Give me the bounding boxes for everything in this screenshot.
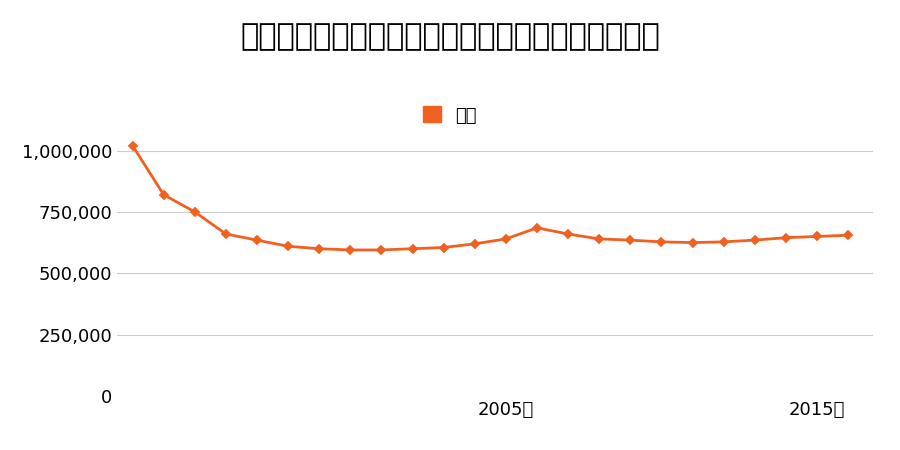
価格 [532, 225, 543, 230]
Text: 埼玉県新座市東北２丁目３６番１０９外の地価推移: 埼玉県新座市東北２丁目３６番１０９外の地価推移 [240, 22, 660, 51]
価格 [656, 239, 667, 244]
価格 [158, 192, 169, 198]
価格 [594, 236, 605, 242]
価格 [189, 209, 200, 215]
価格 [780, 235, 791, 240]
価格 [562, 231, 573, 237]
価格 [718, 239, 729, 244]
価格 [500, 236, 511, 242]
価格 [470, 241, 481, 247]
価格 [314, 246, 325, 252]
価格 [127, 143, 138, 148]
価格 [688, 240, 698, 245]
価格 [625, 238, 635, 243]
価格 [252, 238, 263, 243]
価格 [438, 245, 449, 250]
Legend: 価格: 価格 [416, 99, 484, 132]
価格 [750, 238, 760, 243]
価格 [812, 234, 823, 239]
価格 [376, 247, 387, 252]
Line: 価格: 価格 [129, 142, 851, 253]
価格 [220, 231, 231, 237]
価格 [842, 233, 853, 238]
価格 [407, 246, 418, 252]
価格 [283, 243, 293, 249]
価格 [345, 247, 356, 252]
